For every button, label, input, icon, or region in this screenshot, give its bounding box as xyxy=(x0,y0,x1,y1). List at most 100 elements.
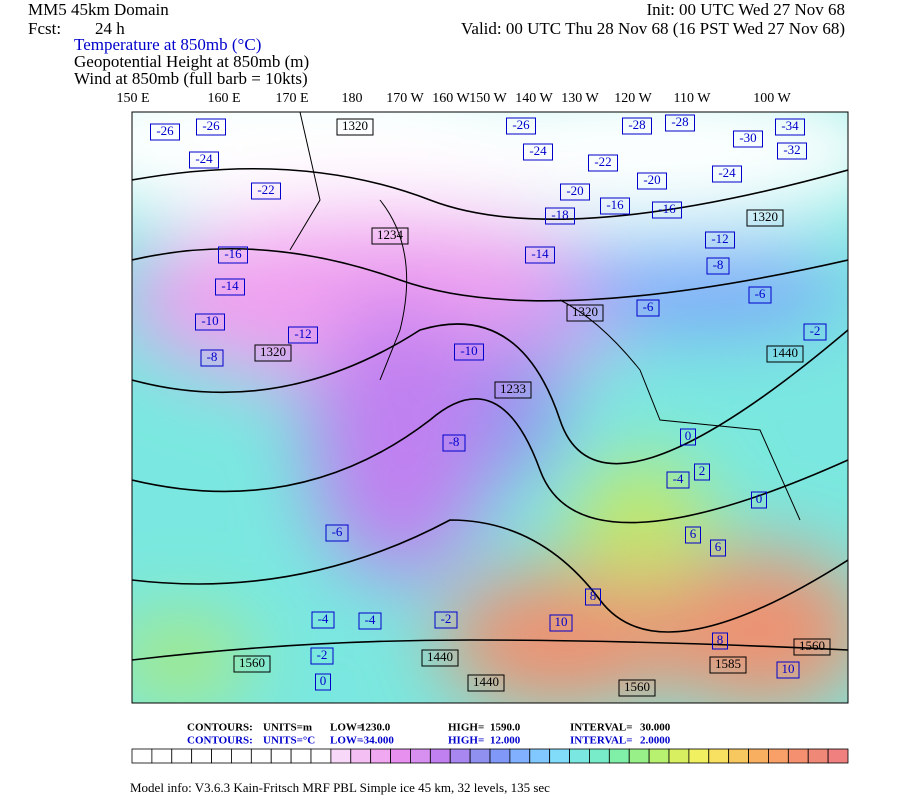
temperature-label-box xyxy=(325,524,349,542)
color-swatch xyxy=(648,748,670,764)
contour-info-label: CONTOURS: xyxy=(187,722,253,734)
temperature-label-box xyxy=(288,326,318,344)
temperature-label: -6 xyxy=(755,286,766,301)
temperature-label-box xyxy=(733,130,763,148)
temperature-label-box xyxy=(680,428,696,446)
height-label-box xyxy=(566,304,604,322)
temperature-label-box xyxy=(666,471,690,489)
color-swatch xyxy=(270,748,292,764)
color-swatch xyxy=(429,748,451,764)
temperature-label: -14 xyxy=(221,278,239,293)
height-label-box xyxy=(233,655,271,673)
temperature-label: -2 xyxy=(441,611,452,626)
temperature-label-box xyxy=(549,614,573,632)
temperature-label: -22 xyxy=(594,154,611,169)
height-label: 1440 xyxy=(473,674,499,689)
field-title: Temperature at 850mb (°C) xyxy=(74,35,261,54)
longitude-label: 170 E xyxy=(275,91,308,106)
color-swatch xyxy=(211,748,232,764)
color-swatch xyxy=(748,748,769,764)
map-frame xyxy=(131,111,849,704)
valid-time: Valid: 00 UTC Thu 28 Nov 68 (16 PST Wed … xyxy=(461,19,845,38)
temperature-label-box xyxy=(315,673,331,691)
temperature-label-box xyxy=(588,154,618,172)
temperature-label: 0 xyxy=(320,673,327,688)
temperature-label: -18 xyxy=(551,207,568,222)
height-label-box xyxy=(336,118,374,136)
temperature-label-box xyxy=(442,434,466,452)
temperature-label-box xyxy=(652,201,682,219)
color-swatch xyxy=(469,748,491,764)
temperature-label: 2 xyxy=(699,463,706,478)
temperature-label: -20 xyxy=(643,172,660,187)
contour-info-interval-value: 30.000 xyxy=(640,722,671,734)
temperature-label-box xyxy=(636,299,660,317)
temperature-label: -24 xyxy=(195,151,213,166)
temperature-label: -22 xyxy=(257,182,274,197)
temperature-label: -10 xyxy=(460,343,477,358)
temperature-label-box xyxy=(215,278,245,296)
temperature-label-box xyxy=(600,197,630,215)
temperature-label-box xyxy=(710,539,726,557)
temperature-label: 6 xyxy=(690,526,697,541)
temperature-label-box xyxy=(196,118,226,136)
temperature-label: 6 xyxy=(715,539,722,554)
temperature-label-box xyxy=(712,632,728,650)
height-label-box xyxy=(746,209,784,227)
init-time: Init: 00 UTC Wed 27 Nov 68 xyxy=(646,0,845,19)
color-swatch xyxy=(708,748,730,764)
temperature-label-box xyxy=(585,588,601,606)
temperature-label: -26 xyxy=(202,118,220,133)
color-swatch xyxy=(807,748,829,764)
height-label: 1560 xyxy=(799,638,825,653)
temperature-label-box xyxy=(545,207,575,225)
height-label-box xyxy=(421,649,459,667)
temperature-label: -4 xyxy=(673,471,684,486)
color-swatch xyxy=(589,748,610,764)
temperature-label: -34 xyxy=(781,118,799,133)
temperature-label: -32 xyxy=(783,142,800,157)
color-swatch xyxy=(350,748,372,764)
temperature-label: 8 xyxy=(590,588,597,603)
temperature-label: -2 xyxy=(317,647,328,662)
height-label: 1320 xyxy=(752,209,778,224)
temperature-label: -6 xyxy=(332,524,343,539)
contour-info-interval-value: 2.0000 xyxy=(640,735,671,747)
temperature-label-box xyxy=(777,142,807,160)
temperature-label: -16 xyxy=(658,201,676,216)
height-label-box xyxy=(618,679,656,697)
height-label: 1320 xyxy=(342,118,368,133)
temperature-label: -20 xyxy=(566,183,583,198)
temperature-label: -24 xyxy=(529,143,547,158)
color-swatch xyxy=(628,748,650,764)
longitude-label: 160 W xyxy=(432,91,470,106)
temperature-label-box xyxy=(310,647,334,665)
color-swatch xyxy=(549,748,570,764)
temperature-label-box xyxy=(454,343,484,361)
height-label: 1585 xyxy=(715,656,741,671)
color-swatch xyxy=(608,748,630,764)
temperature-label: -10 xyxy=(201,313,218,328)
contour-info-label: CONTOURS: xyxy=(187,735,253,747)
contour-info: CONTOURS: UNITS=m LOW=1230.0 HIGH= 1590.0 INT… xyxy=(187,722,671,747)
height-label: 1560 xyxy=(239,655,265,670)
temperature-label: -24 xyxy=(718,165,736,180)
height-label-box xyxy=(709,656,747,674)
color-swatch xyxy=(390,748,411,764)
temperature-label-box xyxy=(195,313,225,331)
temperature-label-box xyxy=(694,463,710,481)
fcst-value: 24 h xyxy=(95,19,125,38)
color-swatch xyxy=(449,748,471,764)
color-swatch xyxy=(330,748,352,764)
height-label: 1440 xyxy=(772,345,798,360)
temperature-label: -16 xyxy=(224,246,242,261)
color-swatch xyxy=(509,748,531,764)
contour-info-interval: INTERVAL= xyxy=(570,735,633,747)
temperature-label-box xyxy=(705,231,735,249)
color-swatch xyxy=(191,748,212,764)
temperature-label: -8 xyxy=(449,434,460,449)
temperature-label: -2 xyxy=(810,323,821,338)
contour-info-high: HIGH= xyxy=(448,735,484,747)
temperature-label-box xyxy=(200,349,224,367)
contour-info-high: HIGH= xyxy=(448,722,484,734)
